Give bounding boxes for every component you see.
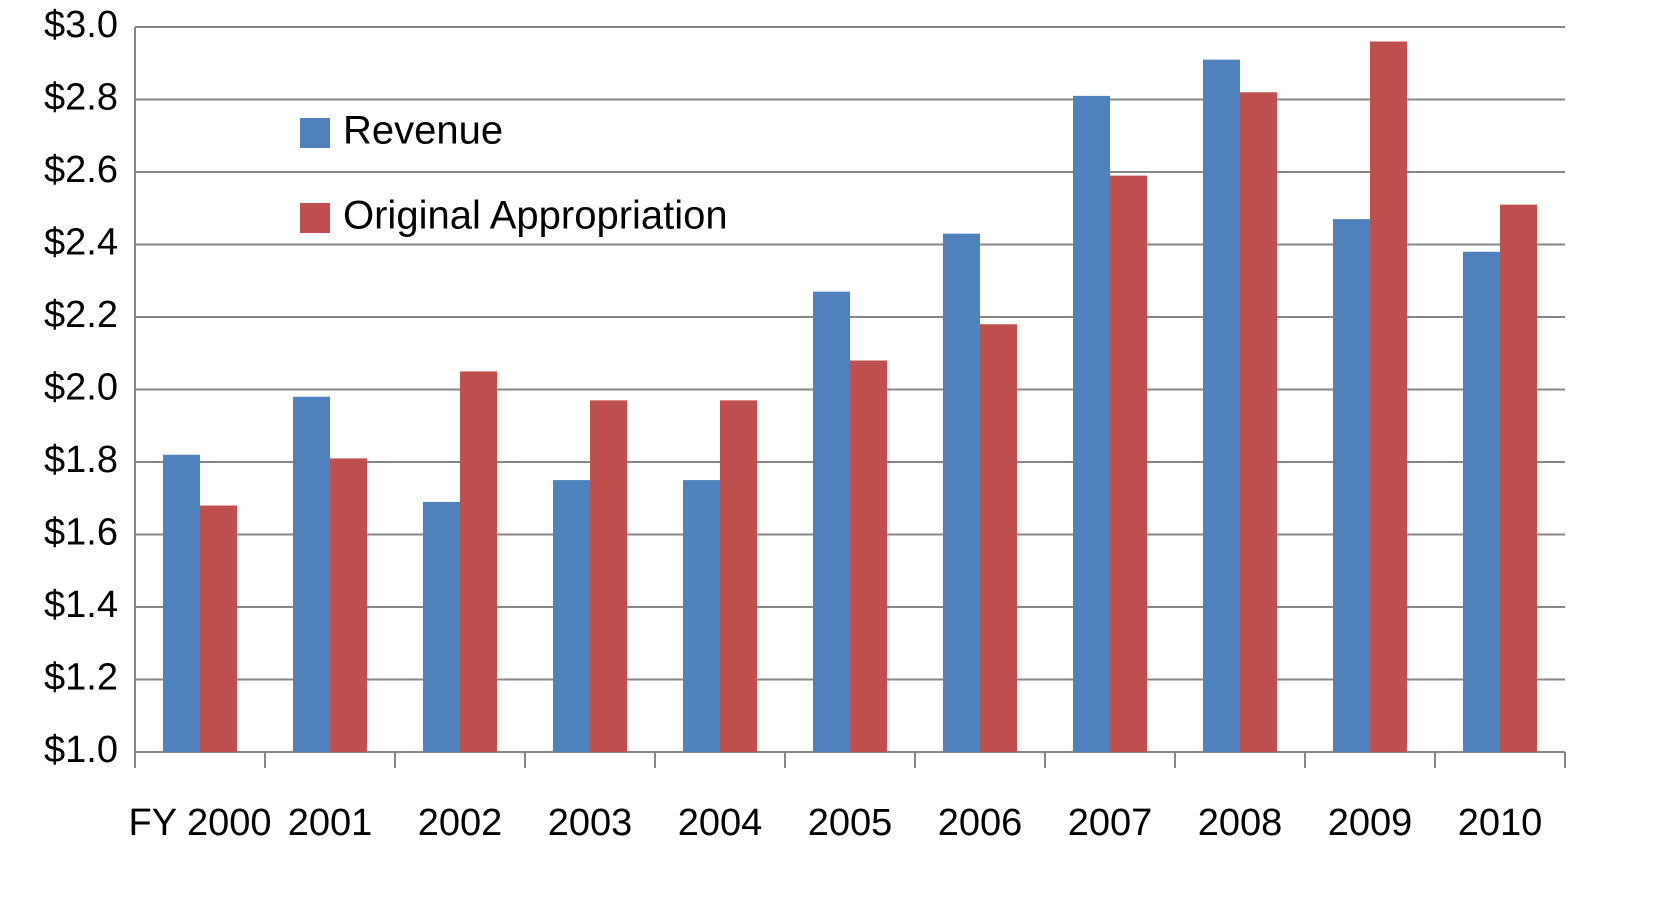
y-tick-label: $2.6 [44,149,118,191]
bar [1500,204,1537,752]
y-tick-label: $1.0 [44,729,118,771]
bar [590,400,627,752]
bar [1110,175,1147,752]
bar [1240,92,1277,752]
legend-label: Original Appropriation [343,194,728,238]
y-tick-label: $1.6 [44,512,118,554]
bar [1203,59,1240,752]
y-tick-label: $1.8 [44,439,118,481]
bar [293,396,330,752]
bar [330,458,367,752]
bar [460,371,497,752]
x-tick-label: 2003 [548,802,633,844]
x-tick-label: 2007 [1068,802,1153,844]
y-tick-label: $2.2 [44,294,118,336]
bar [1073,95,1110,752]
legend-swatch [300,118,330,148]
bar [720,400,757,752]
y-tick-label: $2.0 [44,367,118,409]
x-tick-label: 2001 [288,802,373,844]
y-tick-label: $2.4 [44,222,118,264]
x-tick-label: 2010 [1458,802,1543,844]
x-tick-label: FY 2000 [129,802,272,844]
y-tick-label: $1.2 [44,657,118,699]
x-tick-label: 2008 [1198,802,1283,844]
bar [1463,251,1500,752]
bar [553,480,590,752]
bar [943,233,980,752]
bar [980,324,1017,752]
bar [423,501,460,752]
x-tick-label: 2006 [938,802,1023,844]
y-tick-label: $2.8 [44,77,118,119]
x-tick-label: 2004 [678,802,763,844]
bar [1333,219,1370,752]
legend-label: Revenue [343,109,503,153]
bar [813,291,850,752]
bar [1370,41,1407,752]
bar [200,505,237,752]
legend-swatch [300,203,330,233]
bar [163,454,200,752]
bar [850,360,887,752]
y-tick-label: $3.0 [44,4,118,46]
x-tick-label: 2009 [1328,802,1413,844]
y-tick-label: $1.4 [44,584,118,626]
bar [683,480,720,752]
x-tick-label: 2005 [808,802,893,844]
x-tick-label: 2002 [418,802,503,844]
